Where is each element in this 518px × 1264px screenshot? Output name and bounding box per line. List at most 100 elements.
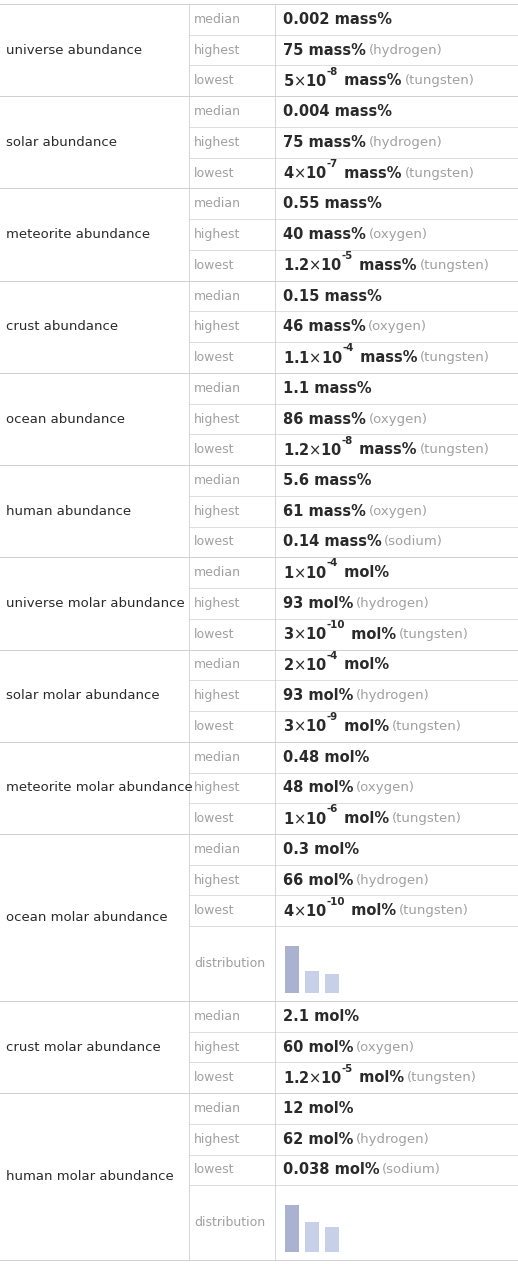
Text: (sodium): (sodium) [382,1163,441,1177]
Text: 3$\times$10: 3$\times$10 [282,626,327,642]
Text: (oxygen): (oxygen) [368,412,427,426]
Text: highest: highest [194,135,240,149]
Text: mol%: mol% [346,904,396,919]
Text: universe molar abundance: universe molar abundance [6,597,185,611]
Text: (hydrogen): (hydrogen) [356,1133,429,1145]
Text: (hydrogen): (hydrogen) [356,689,429,703]
Text: 62 mol%: 62 mol% [282,1131,353,1146]
Text: (hydrogen): (hydrogen) [368,44,442,57]
Text: crust abundance: crust abundance [6,320,118,334]
Text: -8: -8 [342,436,353,445]
Text: (tungsten): (tungsten) [420,259,490,272]
Text: 60 mol%: 60 mol% [282,1039,353,1054]
Text: highest: highest [194,873,240,886]
Text: mol%: mol% [354,1071,404,1086]
Text: median: median [194,751,241,763]
Text: median: median [194,843,241,856]
Text: 93 mol%: 93 mol% [282,595,353,611]
Text: median: median [194,566,241,579]
Text: median: median [194,105,241,118]
Text: (oxygen): (oxygen) [356,1040,415,1053]
Text: mass%: mass% [339,73,401,88]
Text: 2$\times$10: 2$\times$10 [282,657,327,672]
Text: (tungsten): (tungsten) [420,444,490,456]
Text: (hydrogen): (hydrogen) [368,135,442,149]
Text: (tungsten): (tungsten) [405,75,474,87]
Text: solar abundance: solar abundance [6,135,117,149]
Text: (oxygen): (oxygen) [368,320,427,334]
Text: -10: -10 [327,619,345,629]
Text: -10: -10 [327,896,345,906]
Text: 4$\times$10: 4$\times$10 [282,902,327,919]
Text: 0.48 mol%: 0.48 mol% [282,750,369,765]
Text: 2.1 mol%: 2.1 mol% [282,1009,358,1024]
Bar [305,971,319,992]
Text: -5: -5 [342,252,353,262]
Text: 0.004 mass%: 0.004 mass% [282,104,392,119]
Bar [284,1205,298,1251]
Text: meteorite molar abundance: meteorite molar abundance [6,781,193,794]
Text: meteorite abundance: meteorite abundance [6,228,150,241]
Text: lowest: lowest [194,351,235,364]
Text: highest: highest [194,504,240,518]
Text: 75 mass%: 75 mass% [282,43,365,58]
Text: mol%: mol% [339,657,389,672]
Text: lowest: lowest [194,1163,235,1177]
Text: -4: -4 [342,344,354,354]
Text: 0.55 mass%: 0.55 mass% [282,196,381,211]
Text: human molar abundance: human molar abundance [6,1170,174,1183]
Text: lowest: lowest [194,1072,235,1085]
Text: median: median [194,474,241,487]
Text: lowest: lowest [194,813,235,825]
Text: highest: highest [194,412,240,426]
Text: 0.3 mol%: 0.3 mol% [282,842,358,857]
Text: highest: highest [194,1040,240,1053]
Text: median: median [194,289,241,302]
Text: 1$\times$10: 1$\times$10 [282,565,327,580]
Text: (oxygen): (oxygen) [356,781,415,794]
Text: -8: -8 [327,67,338,77]
Text: lowest: lowest [194,536,235,549]
Text: 1.1$\times$10: 1.1$\times$10 [282,350,342,365]
Text: lowest: lowest [194,444,235,456]
Text: 0.038 mol%: 0.038 mol% [282,1163,379,1178]
Text: highest: highest [194,781,240,794]
Text: distribution: distribution [194,957,265,969]
Text: 12 mol%: 12 mol% [282,1101,353,1116]
Text: -7: -7 [327,159,338,169]
Text: lowest: lowest [194,628,235,641]
Text: -9: -9 [327,712,338,722]
Text: median: median [194,382,241,394]
Text: 4$\times$10: 4$\times$10 [282,166,327,181]
Bar [284,945,298,992]
Text: 5$\times$10: 5$\times$10 [282,73,327,88]
Text: human abundance: human abundance [6,504,131,518]
Text: -4: -4 [327,559,338,569]
Text: 1.2$\times$10: 1.2$\times$10 [282,441,342,458]
Text: mol%: mol% [346,627,396,642]
Bar [325,975,339,992]
Text: highest: highest [194,228,240,241]
Text: 0.14 mass%: 0.14 mass% [282,535,381,550]
Text: crust molar abundance: crust molar abundance [6,1040,161,1053]
Text: 61 mass%: 61 mass% [282,504,365,518]
Text: (tungsten): (tungsten) [399,628,469,641]
Text: median: median [194,13,241,25]
Text: (tungsten): (tungsten) [392,720,462,733]
Text: 40 mass%: 40 mass% [282,228,365,243]
Text: 93 mol%: 93 mol% [282,688,353,703]
Text: -4: -4 [327,651,338,661]
Text: mass%: mass% [355,350,417,365]
Text: highest: highest [194,689,240,703]
Bar [305,1221,319,1251]
Text: 5.6 mass%: 5.6 mass% [282,473,371,488]
Text: (tungsten): (tungsten) [399,904,469,918]
Text: highest: highest [194,597,240,611]
Text: 86 mass%: 86 mass% [282,412,365,426]
Text: (hydrogen): (hydrogen) [356,597,429,611]
Text: lowest: lowest [194,720,235,733]
Text: 0.15 mass%: 0.15 mass% [282,288,381,303]
Text: mol%: mol% [339,565,389,580]
Text: (oxygen): (oxygen) [368,228,427,241]
Text: solar molar abundance: solar molar abundance [6,689,160,703]
